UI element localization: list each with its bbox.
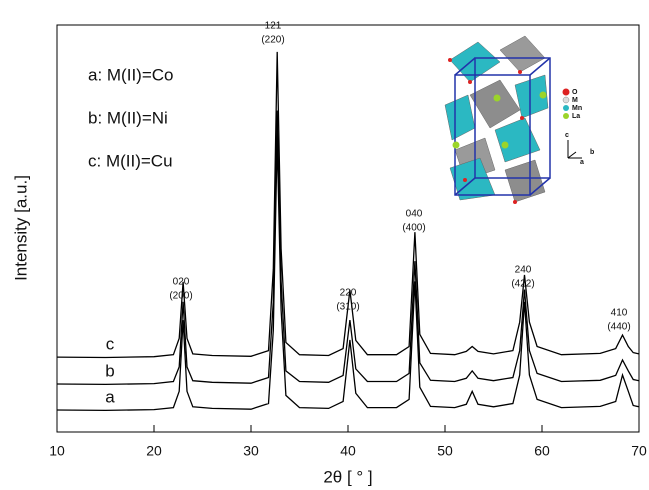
peak-label: (400) [402,223,425,234]
series-label: c [106,335,115,354]
peak-label: (220) [261,35,284,46]
peak-label: 220 [340,288,357,299]
x-tick-label: 40 [340,443,356,459]
inset-legend-label: O [572,89,578,96]
plot-frame [56,24,640,433]
legend-label: b: M(II)=Ni [88,108,168,127]
series-line [56,110,640,386]
x-tick-label: 10 [49,443,65,459]
x-tick-label: 30 [243,443,259,459]
inset-legend-label: La [572,113,580,120]
inset-legend-label: M [572,97,578,104]
inset-axis-label: a [580,159,584,166]
peak-label: (422) [511,279,534,290]
peak-label: (310) [336,302,359,313]
peak-label: 040 [406,209,423,220]
series-label: b [105,361,114,380]
x-tick-label: 60 [534,443,550,459]
y-axis-label: Intensity [a.u.] [11,175,30,281]
series-line [56,51,640,359]
peak-label: (440) [607,322,630,333]
peak-label: 410 [611,308,628,319]
series-line [56,138,640,412]
inset-legend-label: Mn [572,105,582,112]
x-axis-label: 2θ [ ° ] [323,467,372,486]
peak-label: 240 [515,265,532,276]
legend-label: c: M(II)=Cu [88,151,173,170]
x-tick-label: 20 [146,443,162,459]
inset-axis-label: c [565,132,569,139]
peak-label: 121 [265,21,282,32]
x-tick-label: 50 [437,443,453,459]
legend-label: a: M(II)=Co [88,65,174,84]
crystal-inset [444,35,582,204]
x-tick-label: 70 [631,443,647,459]
series-label: a [105,388,115,407]
inset-axis-label: b [590,149,594,156]
peak-label: (200) [169,291,192,302]
peak-label: 020 [173,277,190,288]
